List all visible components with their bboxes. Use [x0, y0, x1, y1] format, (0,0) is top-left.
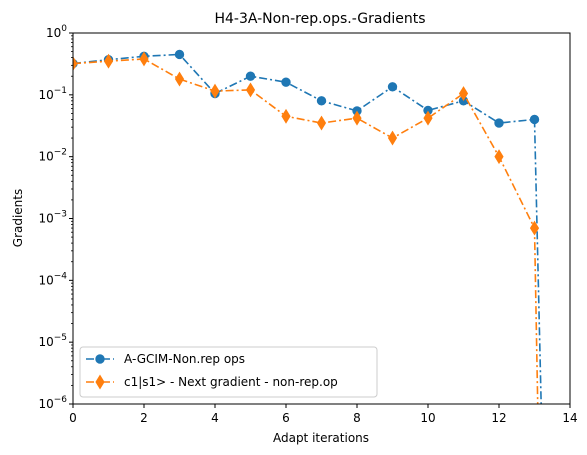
x-tick-label: 4 [211, 411, 219, 425]
legend-marker-1 [95, 354, 105, 364]
series-2-point [494, 149, 504, 165]
x-axis: 0 2 4 6 8 10 12 14 [69, 404, 578, 425]
legend-box [79, 346, 378, 398]
series-1-point [494, 118, 504, 128]
x-axis-label: Adapt iterations [273, 431, 369, 445]
y-tick-label: 100 [46, 24, 67, 40]
series-1-point [174, 49, 185, 60]
series-2-point [387, 130, 398, 146]
y-axis-label: Gradients [11, 189, 25, 247]
y-tick-label: 10−5 [38, 333, 67, 349]
series-2-point [529, 220, 540, 236]
y-tick-label: 10−1 [38, 86, 67, 102]
series-1-point [281, 77, 291, 87]
x-tick-label: 6 [282, 411, 290, 425]
series-2-point [281, 108, 291, 124]
chart-title: H4-3A-Non-rep.ops.-Gradients [214, 11, 425, 27]
series-1-point [316, 96, 327, 106]
x-tick-label: 10 [420, 411, 435, 425]
series-2-point [103, 53, 114, 69]
x-tick-label: 8 [353, 411, 361, 425]
y-axis: 10−6 10−5 10−4 10−3 10−2 10−1 100 [38, 24, 73, 411]
series-2-point [423, 110, 433, 126]
series-1-point [245, 71, 256, 81]
y-tick-label: 10−4 [38, 271, 67, 287]
series-2-point [316, 115, 327, 131]
x-tick-label: 0 [69, 411, 77, 425]
y-tick-label: 10−2 [38, 148, 67, 164]
series-2-point [458, 86, 469, 101]
legend-items: A-GCIM-Non.rep ops c1|s1> - Next gradient… [86, 352, 338, 390]
x-tick-label: 2 [140, 411, 148, 425]
series-layer [73, 49, 542, 404]
legend-marker-2 [95, 374, 105, 390]
series-1-point [529, 114, 540, 125]
series-2-point [352, 110, 362, 126]
series-2-point [245, 82, 256, 98]
y-tick-label: 10−6 [38, 395, 67, 411]
series-2-point [174, 71, 185, 87]
series-2-point [210, 83, 220, 99]
legend: A-GCIM-Non.rep ops c1|s1> - Next gradient… [79, 346, 378, 398]
legend-label-2: c1|s1> - Next gradient - non-rep.op [124, 375, 338, 389]
x-tick-label: 14 [562, 411, 577, 425]
x-tick-label: 12 [491, 411, 506, 425]
series-2-point [139, 51, 149, 67]
series-2 [73, 51, 540, 404]
series-1-point [387, 82, 398, 92]
y-tick-label: 10−3 [38, 210, 67, 226]
series-2-point [73, 56, 78, 72]
series-2-line [73, 58, 539, 404]
legend-label-1: A-GCIM-Non.rep ops [124, 352, 245, 366]
